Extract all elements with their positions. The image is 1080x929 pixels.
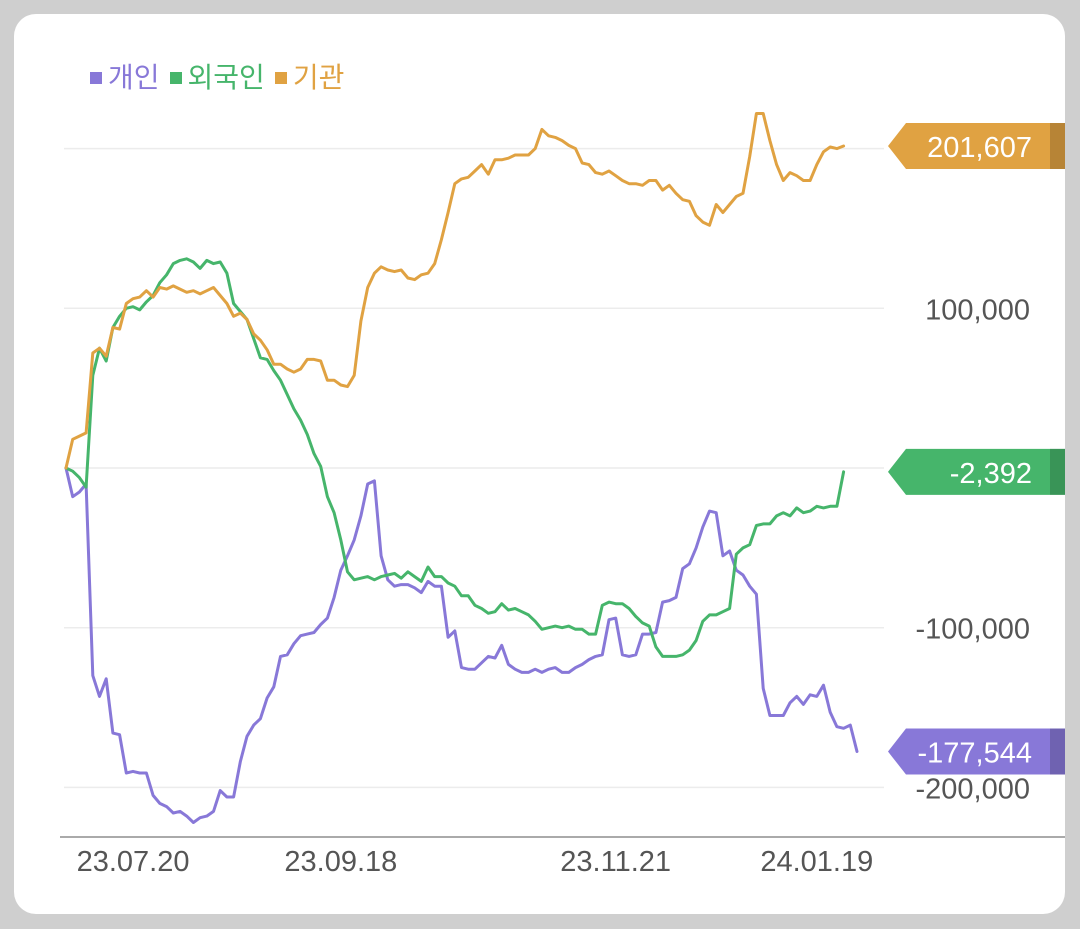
series-line-0 xyxy=(64,466,859,824)
x-tick-label: 24.01.19 xyxy=(760,846,873,878)
last-value-label: -177,544 xyxy=(918,738,1033,770)
legend-item: 기관 xyxy=(274,60,345,96)
line-chart: 100,000 -100,000 -200,000 23.07.20 23.09.18 2… xyxy=(60,112,1065,878)
x-tick-label: 23.09.18 xyxy=(284,846,397,878)
legend-swatch xyxy=(90,72,102,84)
y-tick-label: 100,000 xyxy=(925,294,1030,326)
legend-label: 개인 xyxy=(108,62,160,93)
last-value-label: -2,392 xyxy=(950,458,1032,490)
last-value-tag-bg xyxy=(888,448,1065,495)
last-value-tag: -2,392 xyxy=(888,448,1065,495)
legend-item: 개인 xyxy=(90,60,160,96)
chart-card: 개인 외국인 기관 100,000 -100,000 -200,000 23.07.20 2… xyxy=(14,14,1065,914)
legend-item: 외국인 xyxy=(169,60,265,96)
legend-label: 외국인 xyxy=(187,62,265,93)
x-tick-label: 23.07.20 xyxy=(77,846,190,878)
y-tick-label: -200,000 xyxy=(916,773,1031,805)
legend-swatch xyxy=(169,72,182,84)
legend-swatch xyxy=(274,72,287,84)
series-line-2 xyxy=(64,112,846,470)
last-value-tag-bg xyxy=(888,728,1065,775)
last-value-tag-edge xyxy=(1050,728,1065,775)
legend-label: 기관 xyxy=(292,62,345,93)
last-value-label: 201,607 xyxy=(927,132,1032,164)
y-tick-label: -100,000 xyxy=(916,614,1031,646)
last-value-tag: -177,544 xyxy=(888,728,1065,775)
series-line-1 xyxy=(64,257,846,658)
legend: 개인 외국인 기관 xyxy=(90,60,354,96)
last-value-tag-bg xyxy=(888,123,1065,170)
x-tick-label: 23.11.21 xyxy=(560,846,671,878)
last-value-tag-edge xyxy=(1050,448,1065,495)
last-value-tag: 201,607 xyxy=(888,123,1065,170)
last-value-tag-edge xyxy=(1050,123,1065,170)
